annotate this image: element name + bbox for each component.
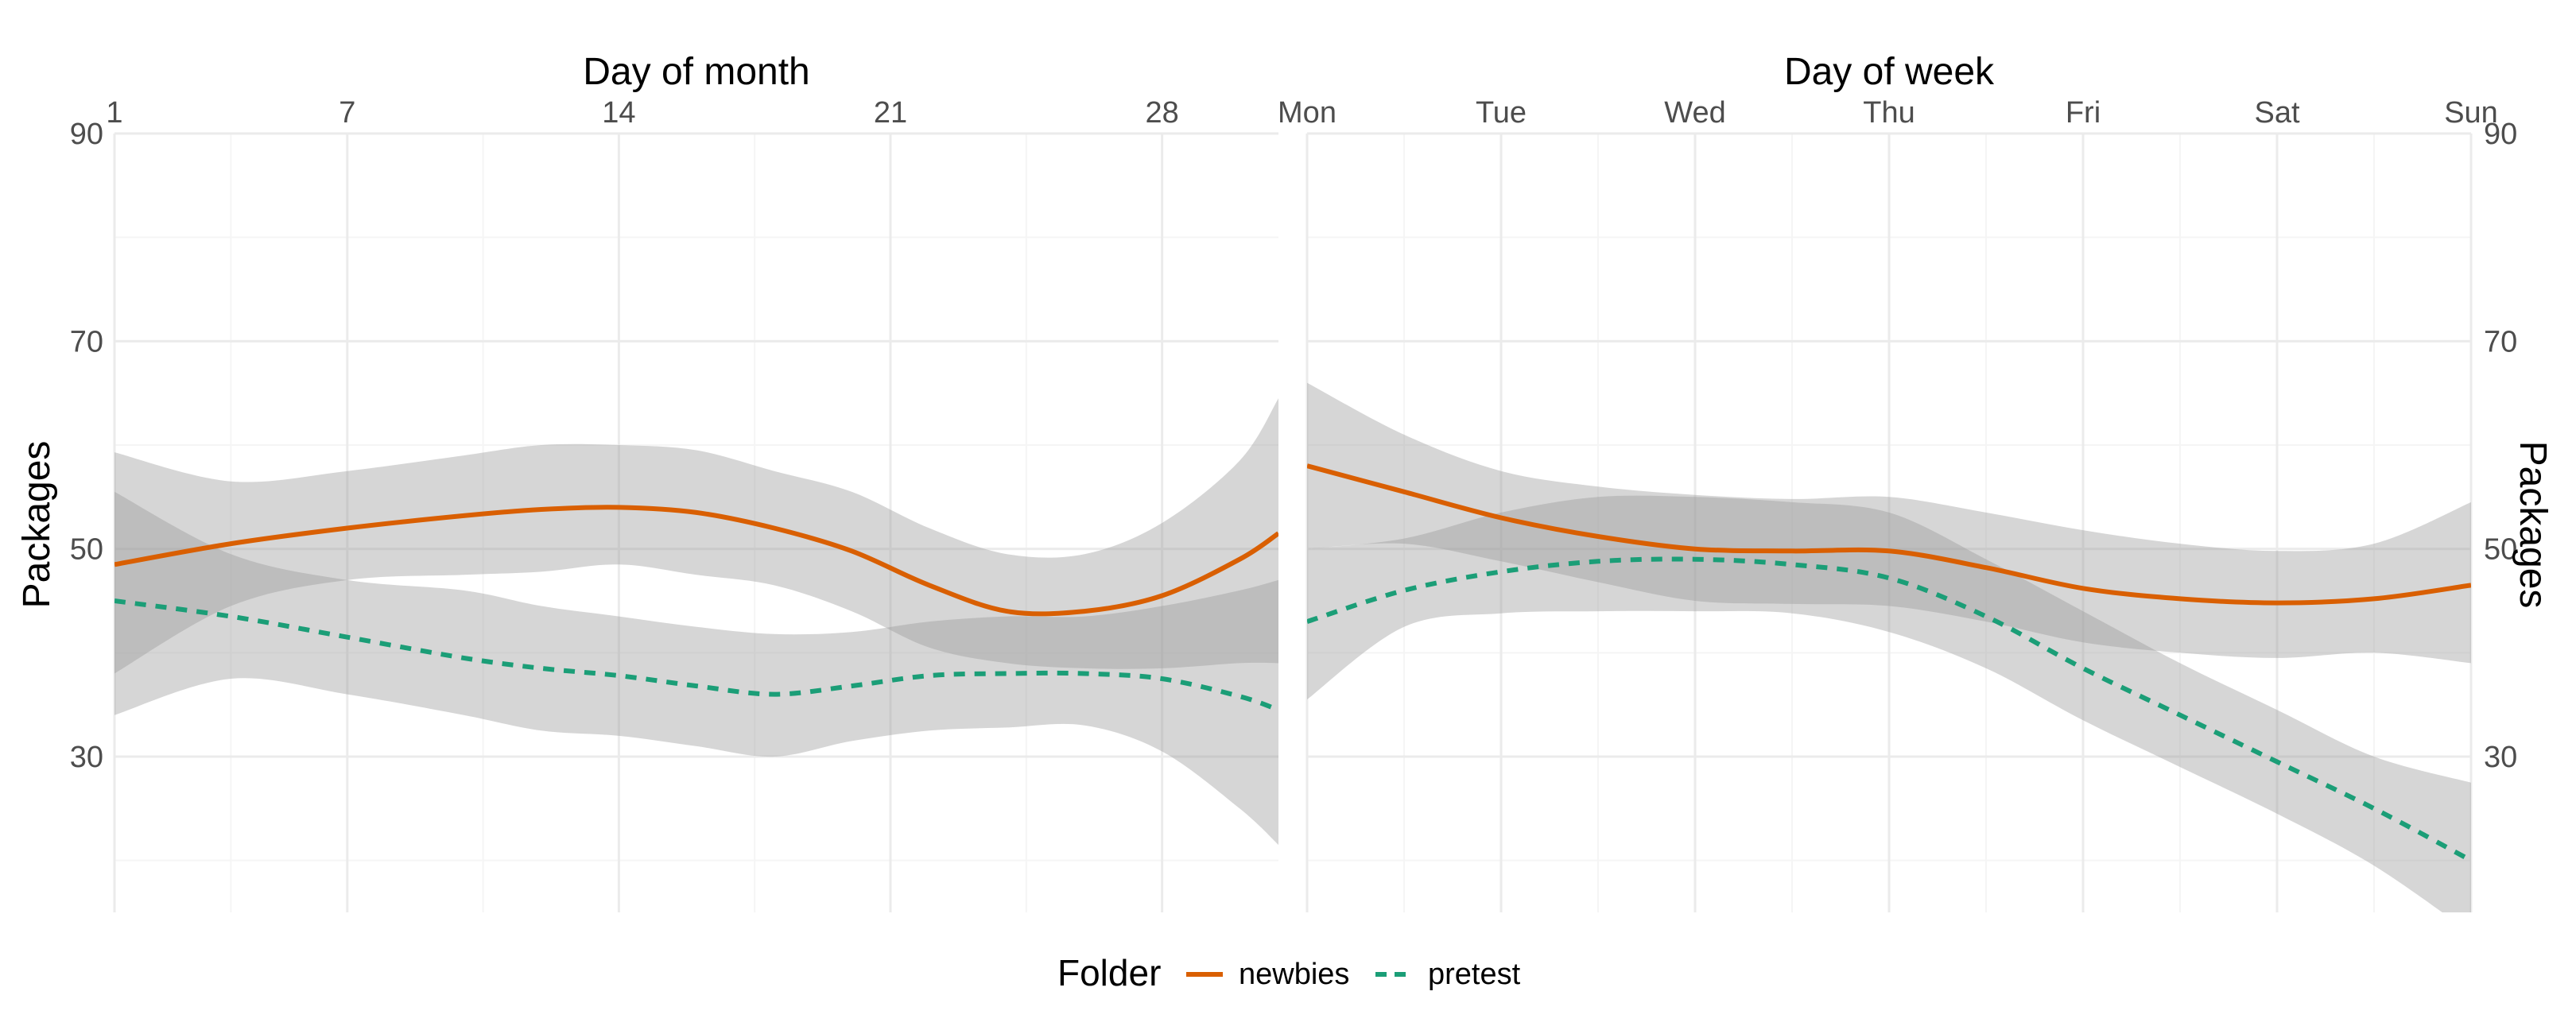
x-tick-label: 1 [106,96,122,130]
y-axis-title-left: Packages [16,441,58,609]
legend: Folder newbies pretest [1057,952,1521,993]
y-tick-label-left: 70 [70,325,103,358]
legend-label-pretest: pretest [1428,958,1521,991]
y-tick-label-left: 30 [70,741,103,774]
legend-entry-newbies: newbies [1186,958,1349,991]
x-tick-label: Sat [2254,96,2299,130]
confidence-band-pretest [114,491,1278,846]
y-tick-label-right: 70 [2484,325,2517,358]
legend-label-newbies: newbies [1239,958,1349,991]
confidence-band-pretest [1307,495,2471,912]
x-tick-label: 14 [602,96,635,130]
legend-title: Folder [1057,952,1161,993]
series-line-newbies [1307,463,2471,606]
x-tick-label: 7 [339,96,355,130]
series-line-pretest [114,598,1278,713]
legend-entry-pretest: pretest [1375,958,1521,991]
y-tick-label-right: 50 [2484,533,2517,567]
x-tick-label: Tue [1476,96,1527,130]
series-line-pretest [1307,556,2471,863]
y-tick-label-left: 50 [70,533,103,567]
x-tick-label: Sun [2444,96,2498,130]
x-tick-label: 21 [874,96,907,130]
series-line-newbies [114,505,1278,617]
x-tick-label: 28 [1145,96,1178,130]
panel-title: Day of week [1784,51,1995,93]
y-tick-label-right: 90 [2484,118,2517,151]
confidence-band-newbies [1307,382,2471,664]
y-tick-label-right: 30 [2484,741,2517,774]
x-tick-label: Mon [1278,96,1336,130]
panel-day-of-month: Day of month 1 7 14 21 28 30 50 70 90 [70,51,1278,912]
panel-day-of-week: Day of week Mon Tue Wed Thu Fri Sat Sun 30 50 70 90 [1278,51,2517,912]
y-axis-title-right: Packages [2512,441,2554,609]
y-tick-label-left: 90 [70,118,103,151]
x-tick-label: Thu [1863,96,1915,130]
panel-title: Day of month [583,51,809,93]
x-tick-label: Wed [1664,96,1725,130]
x-tick-label: Fri [2066,96,2101,130]
